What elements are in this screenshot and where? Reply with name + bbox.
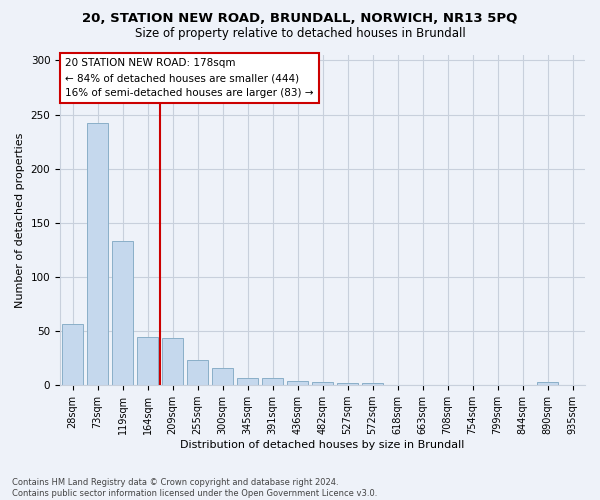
Bar [362, 383, 383, 385]
X-axis label: Distribution of detached houses by size in Brundall: Distribution of detached houses by size … [181, 440, 465, 450]
Text: Size of property relative to detached houses in Brundall: Size of property relative to detached ho… [134, 28, 466, 40]
Bar [337, 383, 358, 385]
Y-axis label: Number of detached properties: Number of detached properties [15, 132, 25, 308]
Bar [287, 381, 308, 385]
Bar [87, 123, 108, 385]
Bar [137, 336, 158, 385]
Bar [537, 382, 558, 385]
Bar [312, 382, 333, 385]
Bar [62, 324, 83, 385]
Bar [262, 378, 283, 385]
Bar [212, 368, 233, 385]
Bar [237, 378, 258, 385]
Text: Contains HM Land Registry data © Crown copyright and database right 2024.
Contai: Contains HM Land Registry data © Crown c… [12, 478, 377, 498]
Bar [112, 241, 133, 385]
Text: 20 STATION NEW ROAD: 178sqm
← 84% of detached houses are smaller (444)
16% of se: 20 STATION NEW ROAD: 178sqm ← 84% of det… [65, 58, 314, 98]
Bar [162, 338, 183, 385]
Bar [187, 360, 208, 385]
Text: 20, STATION NEW ROAD, BRUNDALL, NORWICH, NR13 5PQ: 20, STATION NEW ROAD, BRUNDALL, NORWICH,… [82, 12, 518, 26]
